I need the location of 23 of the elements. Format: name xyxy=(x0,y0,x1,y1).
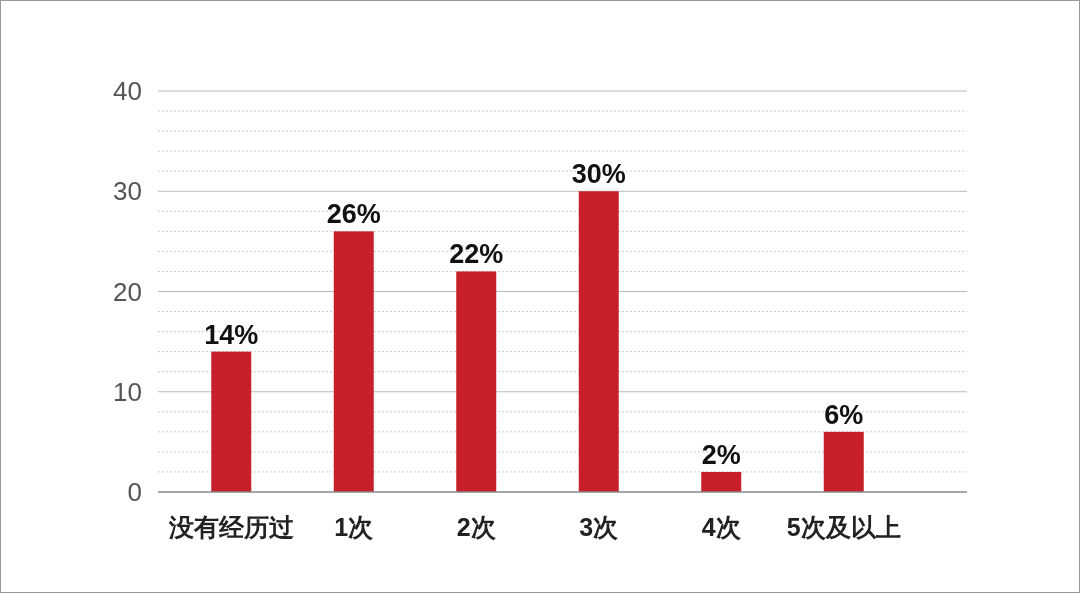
bar xyxy=(823,431,864,492)
data-label: 2% xyxy=(701,439,741,470)
bar xyxy=(456,271,497,492)
data-label: 30% xyxy=(571,159,626,190)
data-label: 14% xyxy=(204,319,259,350)
bar xyxy=(211,351,252,492)
data-label: 6% xyxy=(824,399,864,430)
y-tick-label: 30 xyxy=(113,176,142,207)
x-tick-label: 2次 xyxy=(456,513,497,541)
bar xyxy=(701,471,742,492)
y-tick-label: 40 xyxy=(113,76,142,106)
x-tick-label: 1次 xyxy=(334,513,375,541)
data-label: 22% xyxy=(449,239,504,270)
y-tick-label: 0 xyxy=(127,477,142,507)
y-tick-label: 10 xyxy=(113,376,142,407)
bar xyxy=(578,191,619,492)
data-label: 26% xyxy=(326,199,381,230)
y-tick-label: 20 xyxy=(113,276,142,307)
x-tick-label: 3次 xyxy=(579,513,620,541)
bar xyxy=(333,231,374,492)
x-tick-label: 5次及以上 xyxy=(786,513,901,541)
x-tick-label: 4次 xyxy=(701,513,742,541)
x-tick-label: 没有经历过 xyxy=(167,513,294,541)
